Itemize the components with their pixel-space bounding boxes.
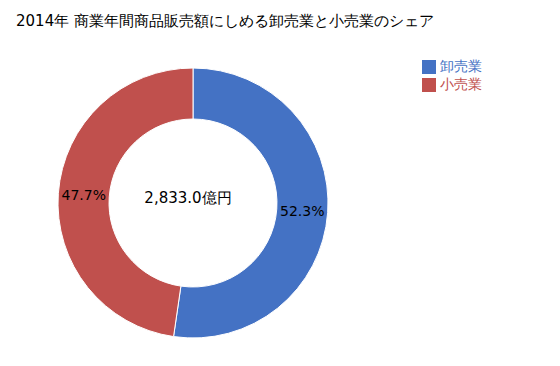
- html-text:卸売業: 卸売業: [440, 58, 482, 74]
- html-text:2,833.0億円: 2,833.0億円: [144, 189, 232, 207]
- html-text:小売業: 小売業: [440, 76, 482, 92]
- svg-text:52.3%: 52.3%: [280, 203, 324, 219]
- svg-text:47.7%: 47.7%: [62, 187, 106, 203]
- html-text:2014年 商業年間商品販売額にしめる卸売業と小売業のシェア: 2014年 商業年間商品販売額にしめる卸売業と小売業のシェア: [16, 12, 434, 30]
